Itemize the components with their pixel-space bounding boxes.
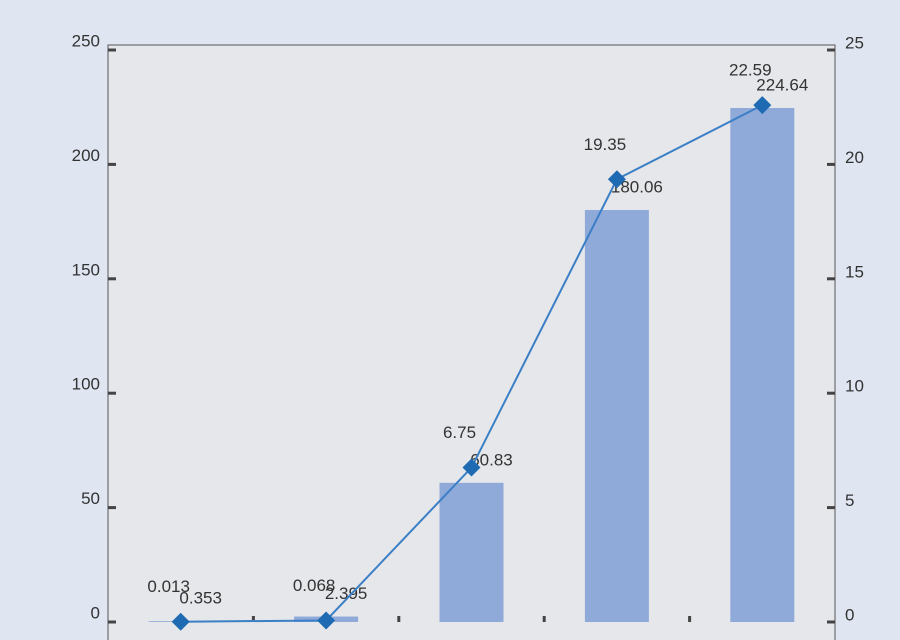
bar xyxy=(730,108,795,622)
line-value-label: 0.013 xyxy=(147,577,190,596)
y2-tick-label: 15 xyxy=(845,262,864,281)
line-value-label: 22.59 xyxy=(729,61,772,80)
bar xyxy=(439,482,504,622)
bar xyxy=(584,210,649,623)
line-marker xyxy=(462,458,481,477)
y-tick-label: 200 xyxy=(72,146,100,165)
line-marker xyxy=(753,96,772,115)
y-tick-label: 50 xyxy=(81,489,100,508)
bar-value-label: 60.83 xyxy=(470,450,513,469)
y2-tick-label: 20 xyxy=(845,148,864,167)
y2-tick-label: 5 xyxy=(845,491,854,510)
y2-tick-label: 25 xyxy=(845,33,864,52)
line-marker xyxy=(317,611,336,630)
y2-tick-label: 0 xyxy=(845,605,854,624)
y-tick-label: 250 xyxy=(72,31,100,50)
line-value-label: 0.068 xyxy=(293,576,336,595)
y-tick-label: 100 xyxy=(72,375,100,394)
line-marker xyxy=(607,170,626,189)
line-value-label: 6.75 xyxy=(443,423,476,442)
line-marker xyxy=(171,612,190,631)
y-tick-label: 150 xyxy=(72,260,100,279)
y2-tick-label: 10 xyxy=(845,377,864,396)
bar-value-label: 180.06 xyxy=(611,178,663,197)
bar-value-label: 224.64 xyxy=(756,76,808,95)
line-value-label: 19.35 xyxy=(584,135,627,154)
bar-value-label: 0.353 xyxy=(179,589,222,608)
y-tick-label: 0 xyxy=(91,603,100,622)
